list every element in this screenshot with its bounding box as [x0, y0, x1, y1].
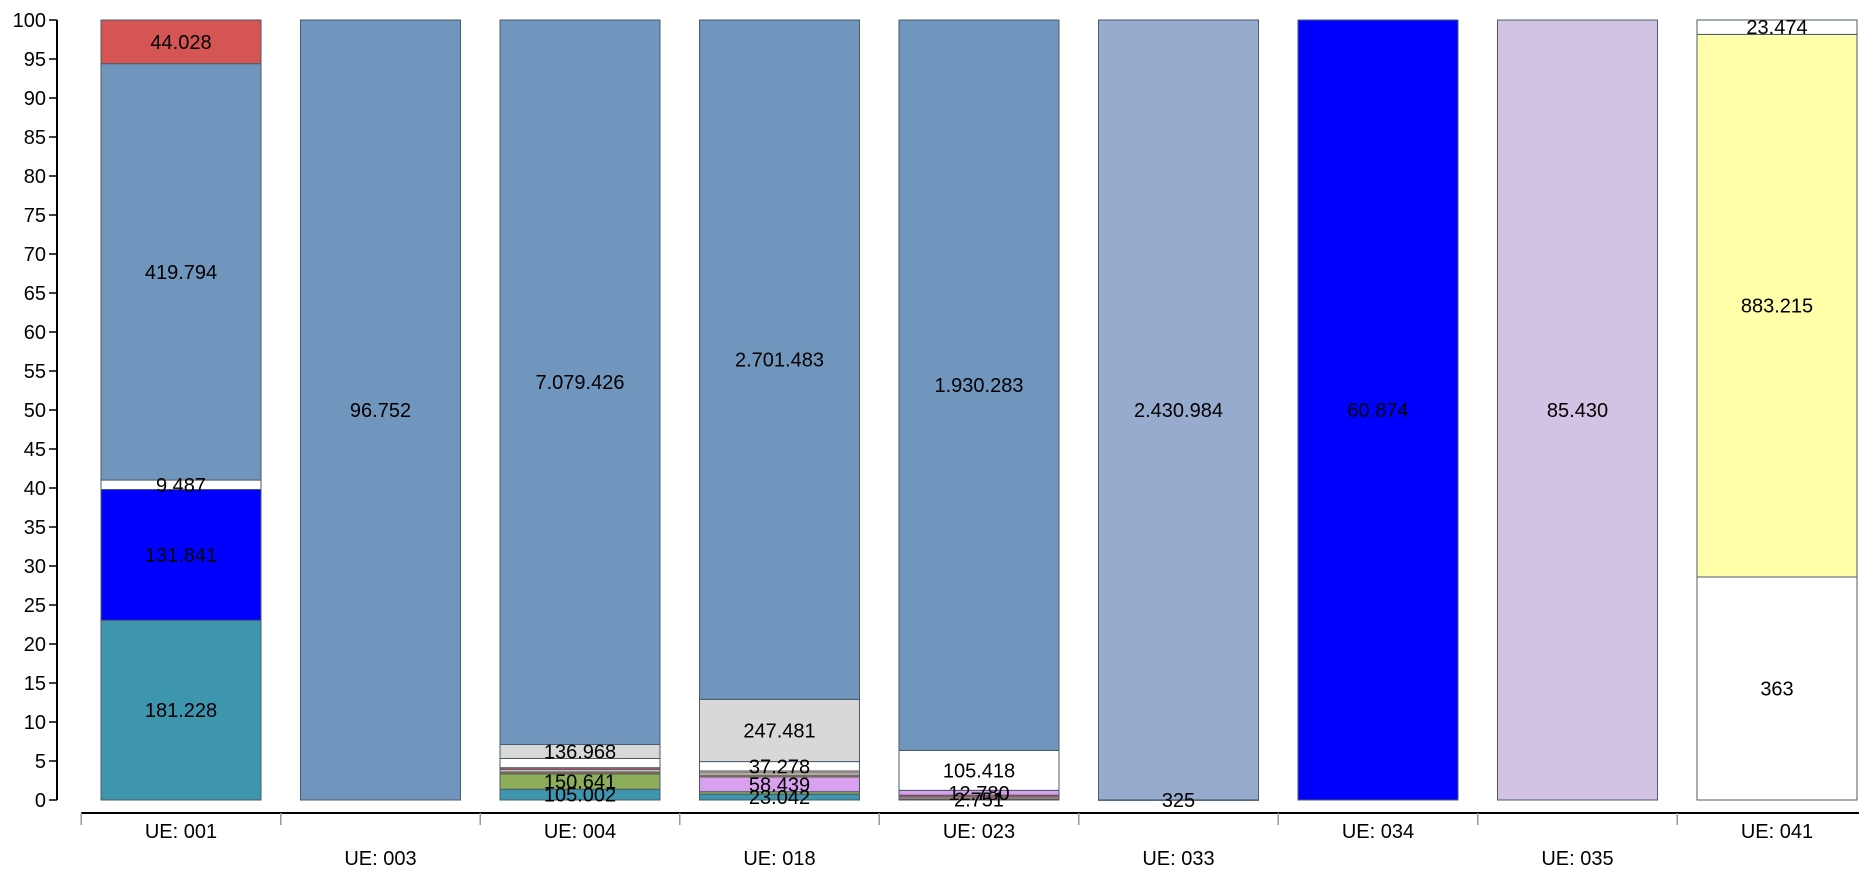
- x-axis: UE: 001 UE: 003 UE: 004 UE: 018 UE: 023 UE: 0…: [80, 812, 1859, 870]
- segment-value-label: 181.228: [145, 700, 217, 722]
- segment-value-label: 105.418: [943, 760, 1015, 782]
- y-tick-label: 60: [24, 322, 46, 344]
- segment-value-label: 23.042: [749, 787, 810, 809]
- y-tick-label: 15: [24, 673, 46, 695]
- segment-value-label: 105.002: [544, 785, 616, 807]
- y-tick-label: 95: [24, 49, 46, 71]
- x-category-label: UE: 001: [145, 821, 217, 843]
- bars: 181.228 131.841 9.487 419.794 44.028 96.752 10…: [100, 17, 1858, 812]
- bar-segment[interactable]: [100, 488, 262, 621]
- segment-value-label: 37.278: [749, 756, 810, 778]
- bar-segment[interactable]: [300, 19, 461, 801]
- y-tick-label: 55: [24, 361, 46, 383]
- y-tick-label: 5: [35, 751, 46, 773]
- x-category-label: UE: 003: [344, 848, 416, 870]
- bar-segment[interactable]: [499, 19, 661, 745]
- segment-value-label: 2.701.483: [735, 350, 824, 372]
- y-tick-label: 40: [24, 478, 46, 500]
- y-tick-label: 10: [24, 712, 46, 734]
- segment-value-label: 12.780: [948, 783, 1009, 805]
- segment-value-label: 363: [1760, 679, 1793, 701]
- segment-value-label: 9.487: [156, 475, 206, 497]
- segment-value-label: 60.874: [1347, 400, 1408, 422]
- y-tick-label: 45: [24, 439, 46, 461]
- bar-segment[interactable]: [1696, 19, 1858, 35]
- segment-value-label: 136.968: [544, 741, 616, 763]
- bar-segment[interactable]: [898, 749, 1060, 791]
- bar-segment[interactable]: [100, 19, 262, 65]
- bar-stack: 60.874: [1297, 19, 1459, 801]
- y-tick-label: 25: [24, 595, 46, 617]
- segment-value-label: 7.079.426: [536, 372, 625, 394]
- y-tick-label: 20: [24, 634, 46, 656]
- x-category-label: UE: 034: [1342, 821, 1414, 843]
- segment-value-label: 247.481: [743, 720, 815, 742]
- segment-value-label: 23.474: [1746, 17, 1807, 39]
- y-tick-label: 80: [24, 166, 46, 188]
- bar-stack: 363 883.215 23.474: [1696, 17, 1858, 801]
- bar-segment[interactable]: [1098, 19, 1259, 801]
- y-tick-label: 90: [24, 88, 46, 110]
- y-tick-label: 0: [35, 790, 46, 812]
- x-category-label: UE: 035: [1541, 848, 1613, 870]
- y-tick-label: 65: [24, 283, 46, 305]
- segment-value-label: 883.215: [1741, 296, 1813, 318]
- bar-segment[interactable]: [898, 19, 1060, 751]
- x-category-label: UE: 018: [743, 848, 815, 870]
- y-tick-label: 70: [24, 244, 46, 266]
- bar-segment[interactable]: [1696, 576, 1858, 801]
- segment-value-label: 131.841: [145, 545, 217, 567]
- y-tick-label: 50: [24, 400, 46, 422]
- y-axis: 0 5 10 15 20 25 30 35 40 45 50 55 60 65 70 75 80 85 90 95 10…: [13, 10, 58, 812]
- bar-stack: 85.430: [1497, 19, 1658, 801]
- bar-stack: 325 2.430.984: [1098, 19, 1259, 812]
- x-category-label: UE: 004: [544, 821, 616, 843]
- bar-segment[interactable]: [699, 19, 860, 700]
- y-tick-label: 75: [24, 205, 46, 227]
- segment-value-label: 44.028: [150, 32, 211, 54]
- bar-stack: 181.228 131.841 9.487 419.794 44.028: [100, 19, 262, 801]
- segment-value-label: 96.752: [350, 400, 411, 422]
- x-category-label: UE: 023: [943, 821, 1015, 843]
- x-category-label: UE: 033: [1142, 848, 1214, 870]
- segment-value-label: 85.430: [1547, 400, 1608, 422]
- segment-value-label: 419.794: [145, 262, 217, 284]
- bar-segment[interactable]: [100, 63, 262, 481]
- x-category-label: UE: 041: [1741, 821, 1813, 843]
- bar-segment[interactable]: [699, 698, 860, 763]
- segment-value-label: 2.430.984: [1134, 400, 1223, 422]
- y-tick-label: 100: [13, 10, 46, 32]
- segment-value-label: 325: [1162, 790, 1195, 812]
- y-tick-label: 35: [24, 517, 46, 539]
- segment-value-label: 58.439: [749, 774, 810, 796]
- segment-value-label: 1.930.283: [935, 375, 1024, 397]
- bar-segment[interactable]: [1297, 19, 1459, 801]
- y-tick-label: 30: [24, 556, 46, 578]
- y-tick-label: 85: [24, 127, 46, 149]
- bar-segment[interactable]: [1696, 33, 1858, 578]
- bar-segment[interactable]: [100, 619, 262, 801]
- bar-stack: 96.752: [300, 19, 461, 801]
- bar-segment[interactable]: [1497, 19, 1658, 801]
- segment-value-label: 2.751: [954, 789, 1004, 811]
- segment-value-label: 150.641: [544, 772, 616, 794]
